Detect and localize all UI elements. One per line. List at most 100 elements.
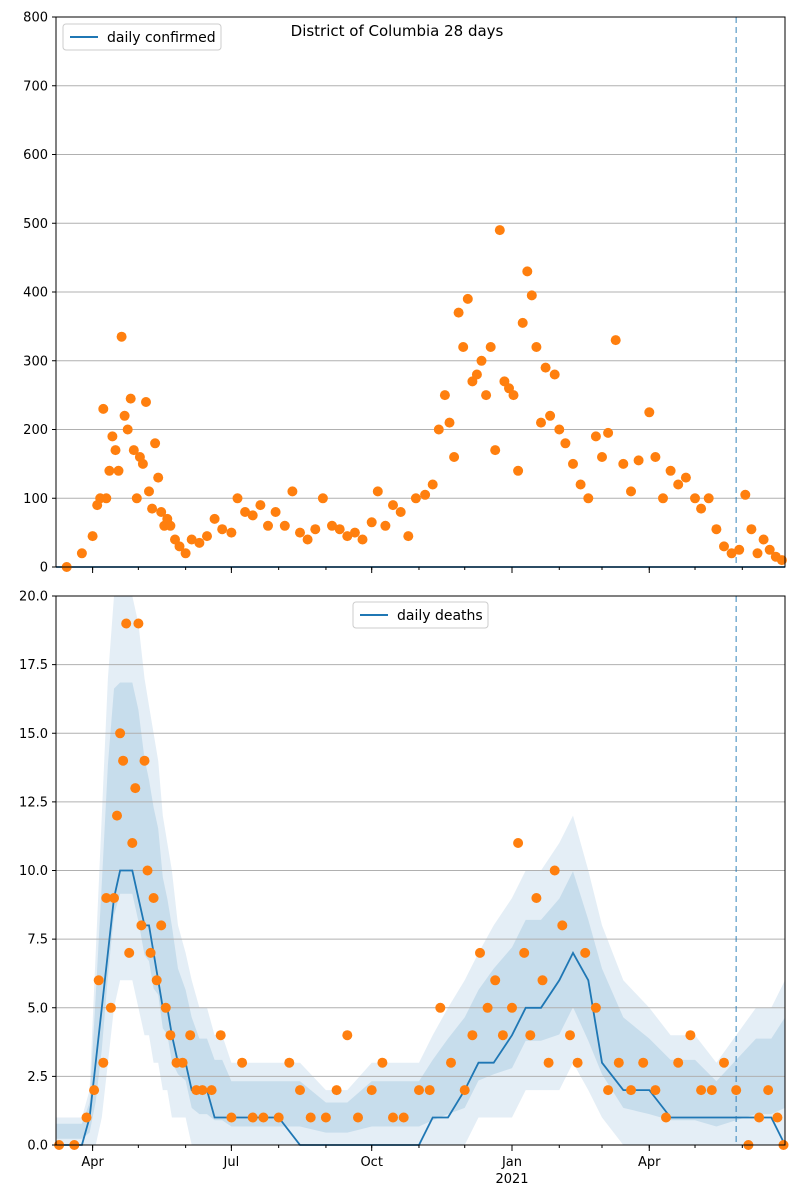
deaths-x-axis: Apr Jul Oct Jan 2021 Apr	[81, 1145, 743, 1187]
deaths-ytick-label: 7.5	[27, 933, 48, 948]
confirmed-ytick-label: 600	[23, 148, 48, 163]
deaths-data-point	[557, 920, 568, 931]
deaths-data-point	[101, 893, 112, 903]
confirmed-data-point	[342, 531, 353, 542]
confirmed-data-point	[758, 534, 769, 545]
deaths-data-point	[133, 618, 144, 629]
deaths-data-point	[130, 783, 141, 794]
confirmed-data-point	[357, 534, 368, 545]
deaths-data-point	[459, 1085, 470, 1096]
confirmed-data-point	[263, 520, 273, 531]
confirmed-data-point	[104, 465, 115, 476]
confirmed-y-axis: 0 100 200 300 400 500 600 700 800	[23, 11, 56, 576]
deaths-data-point	[497, 1030, 508, 1041]
deaths-data-point	[763, 1085, 774, 1096]
deaths-data-point	[414, 1085, 424, 1096]
confirmed-data-point	[560, 438, 571, 449]
deaths-data-point	[719, 1057, 729, 1068]
deaths-ytick-label: 2.5	[27, 1070, 48, 1085]
deaths-data-point	[295, 1085, 305, 1096]
chart-title: District of Columbia 28 days	[291, 22, 504, 40]
confirmed-data-point	[703, 493, 714, 504]
confirmed-data-point	[471, 369, 482, 380]
confirmed-data-point	[719, 541, 729, 552]
confirmed-data-point	[494, 225, 505, 236]
confirmed-data-point	[597, 452, 607, 462]
deaths-data-point	[650, 1085, 661, 1096]
confirmed-data-point	[513, 465, 524, 476]
confirmed-data-point	[388, 500, 398, 511]
deaths-data-point	[258, 1112, 269, 1123]
confirmed-data-point	[554, 424, 565, 435]
deaths-data-point	[754, 1112, 765, 1123]
deaths-y-axis: 0.0 2.5 5.0 7.5 10.0 12.5 15.0 17.5 20.0	[19, 590, 56, 1154]
confirmed-data-point	[453, 307, 464, 318]
confirmed-data-point	[98, 403, 109, 414]
confirmed-data-point	[696, 503, 707, 514]
deaths-data-point	[273, 1112, 284, 1123]
deaths-data-point	[89, 1085, 100, 1096]
deaths-data-point	[165, 1030, 176, 1041]
deaths-data-point	[519, 947, 530, 958]
confirmed-data-point	[202, 531, 212, 542]
deaths-data-point	[109, 893, 119, 903]
deaths-data-point	[377, 1057, 388, 1068]
confirmed-data-point	[726, 548, 737, 559]
confirmed-data-point	[186, 534, 197, 545]
deaths-ytick-label: 15.0	[19, 727, 48, 742]
confirmed-data-point	[101, 493, 112, 504]
confirmed-data-point	[618, 458, 629, 469]
confirmed-data-point	[752, 548, 763, 559]
deaths-data-point	[572, 1057, 583, 1068]
confirmed-data-point	[131, 493, 142, 504]
deaths-data-point	[139, 755, 150, 766]
confirmed-data-point	[279, 520, 290, 531]
confirmed-ytick-label: 800	[23, 11, 48, 26]
deaths-data-point	[320, 1112, 331, 1123]
deaths-data-point	[565, 1030, 575, 1041]
confirmed-ytick-label: 400	[23, 286, 48, 301]
deaths-data-point	[142, 865, 153, 876]
confirmed-ytick-label: 500	[23, 217, 48, 232]
deaths-data-point	[731, 1085, 742, 1096]
confirmed-data-point	[490, 445, 501, 456]
deaths-data-point	[696, 1085, 707, 1096]
confirmed-data-point	[174, 541, 185, 552]
deaths-data-point	[331, 1085, 342, 1096]
deaths-data-point	[446, 1057, 456, 1068]
confirmed-data-point	[603, 427, 614, 438]
confirmed-data-point	[194, 537, 205, 548]
confirmed-data-point	[439, 390, 450, 401]
deaths-data-point	[590, 1002, 601, 1013]
confirmed-data-point	[711, 524, 722, 535]
deaths-xtick-label: Apr	[638, 1155, 661, 1170]
deaths-data-point	[81, 1112, 92, 1123]
confirmed-data-point	[740, 489, 751, 500]
deaths-xtick-label: Jul	[223, 1155, 240, 1170]
confirmed-data-point	[153, 472, 164, 483]
confirmed-data-point	[372, 486, 383, 497]
deaths-data-point	[706, 1085, 717, 1096]
confirmed-data-point	[395, 507, 406, 517]
deaths-data-point	[112, 810, 122, 821]
confirmed-data-point	[144, 486, 154, 497]
deaths-data-point	[673, 1057, 684, 1068]
deaths-data-point	[93, 975, 104, 986]
deaths-data-point	[366, 1085, 377, 1096]
deaths-legend-box	[352, 601, 489, 629]
deaths-data-point	[772, 1112, 783, 1123]
deaths-xtick-year-label: 2021	[495, 1172, 528, 1187]
deaths-data-point	[124, 947, 135, 958]
confirmed-data-point	[116, 331, 127, 342]
confirmed-data-point	[232, 493, 243, 504]
confirmed-data-point	[141, 397, 151, 407]
confirmed-data-point	[302, 534, 313, 545]
confirmed-data-point	[137, 458, 148, 469]
deaths-data-point	[638, 1057, 649, 1068]
deaths-data-point	[549, 865, 560, 876]
deaths-data-point	[342, 1030, 353, 1041]
deaths-data-point	[237, 1057, 248, 1068]
confirmed-points-layer	[61, 225, 787, 572]
deaths-data-point	[145, 947, 156, 958]
